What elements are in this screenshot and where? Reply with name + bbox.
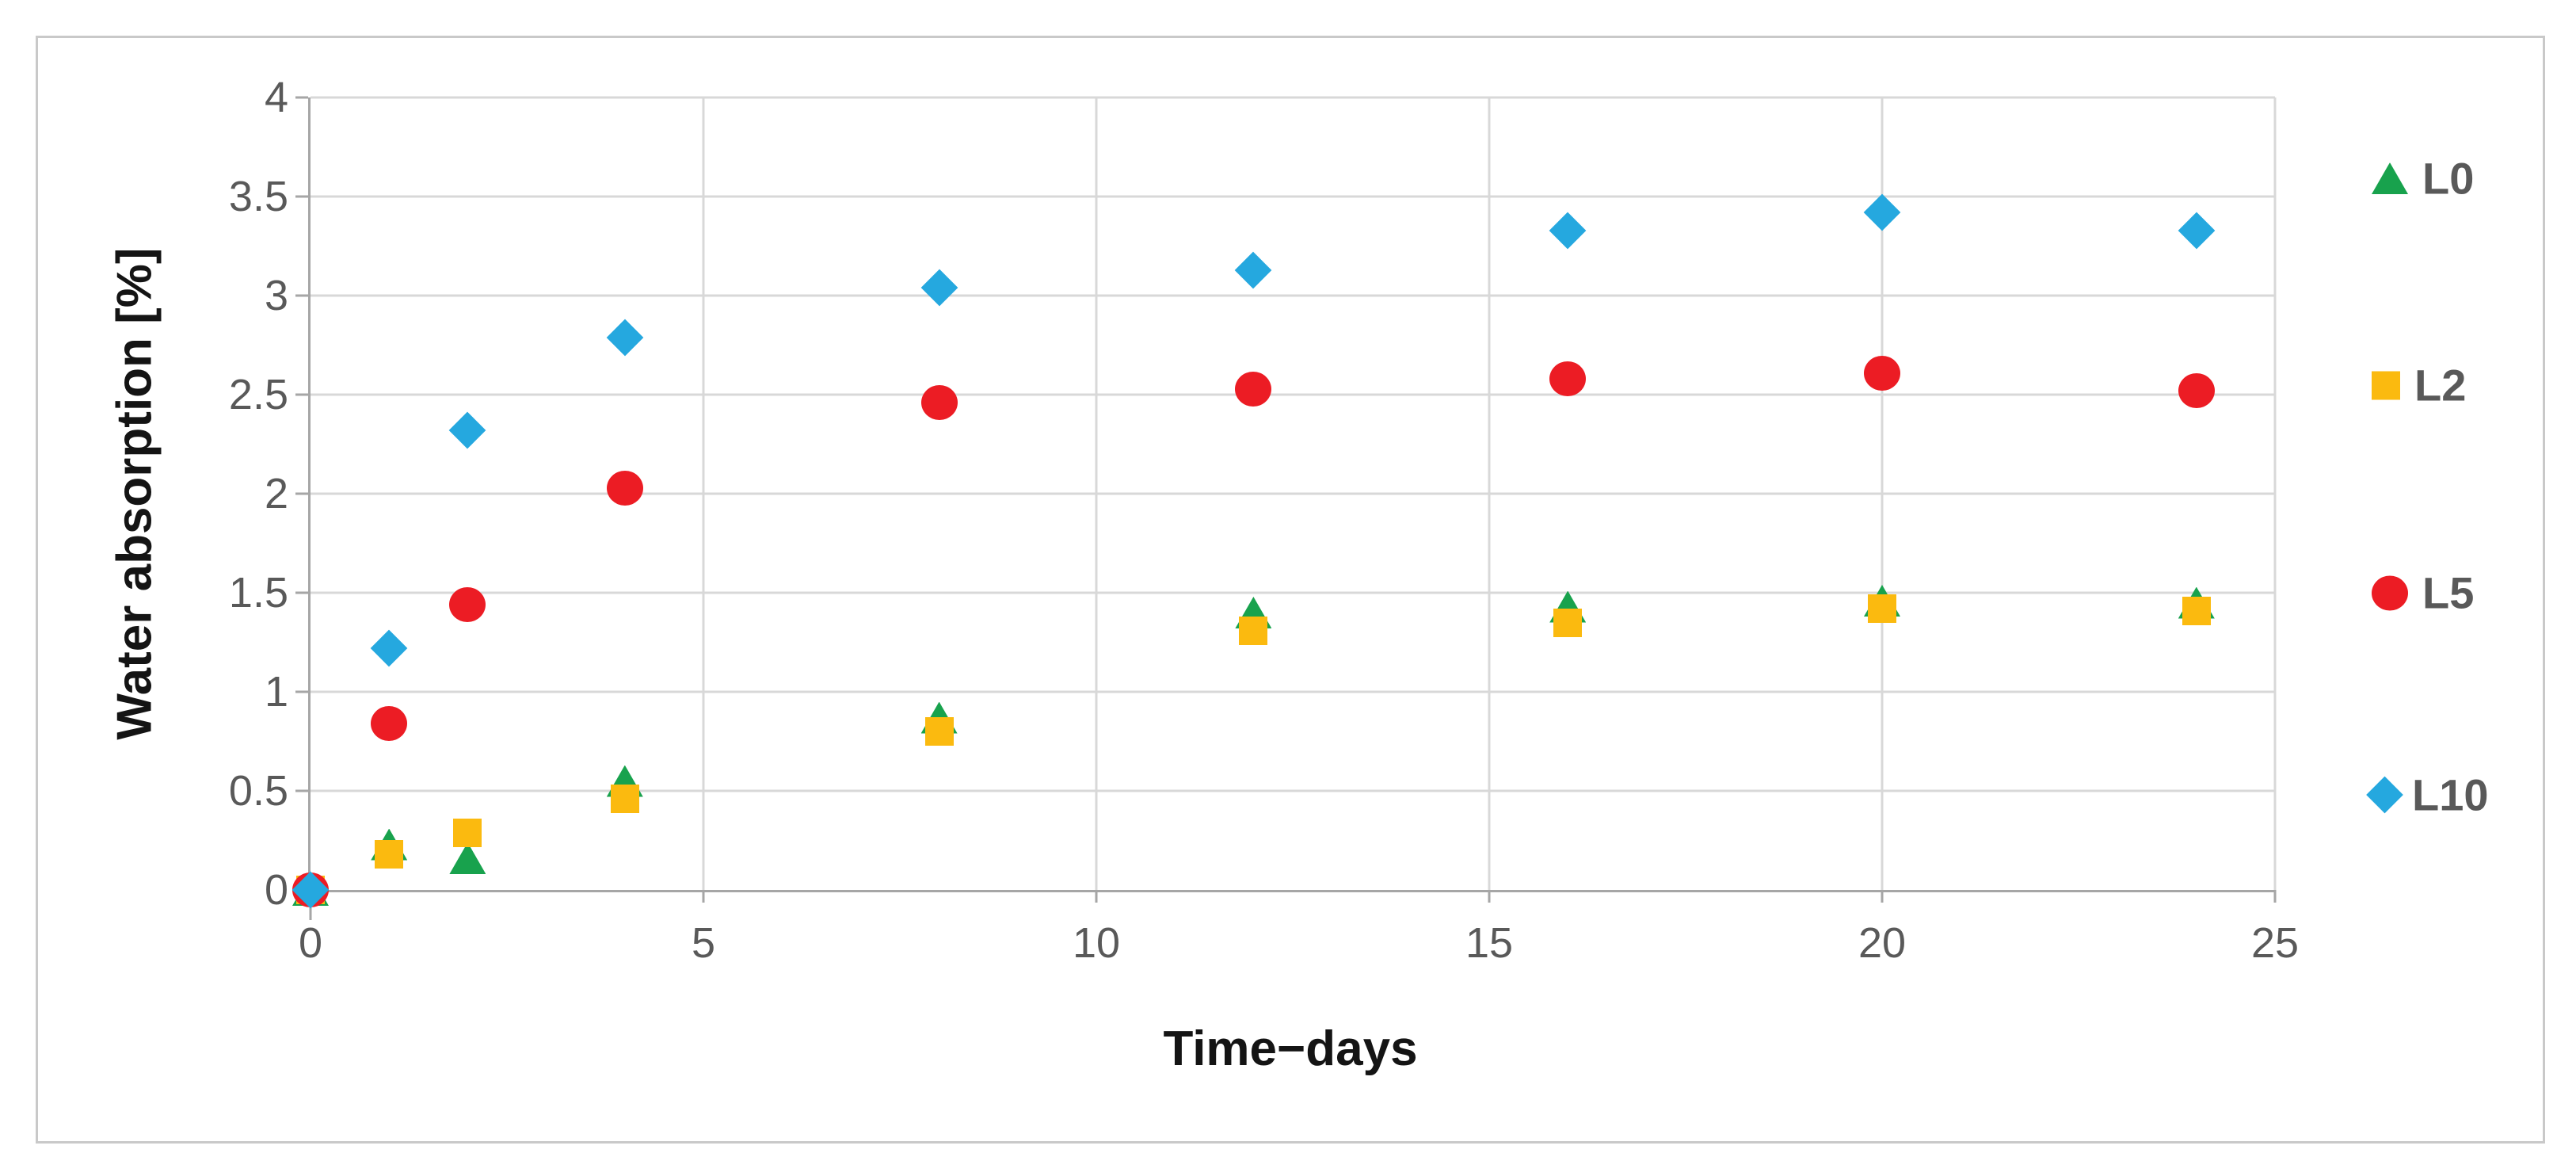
- y-axis-title: Water absorption [%]: [107, 247, 162, 740]
- y-gridline-4: [311, 96, 2275, 99]
- legend-item-L5: L5: [2372, 567, 2474, 619]
- legend-item-L2: L2: [2372, 360, 2466, 411]
- y-tick-label-1: 1: [264, 668, 288, 716]
- chart-border: [36, 36, 2545, 1144]
- x-gridline-20: [1881, 97, 1884, 890]
- x-tick-5: [702, 890, 705, 903]
- x-tick-25: [2273, 890, 2277, 903]
- x-gridline-5: [702, 97, 705, 890]
- y-tick-label-4: 4: [264, 74, 288, 121]
- point-L10-day2: [449, 411, 486, 449]
- x-axis-title: Time−days: [1163, 1021, 1418, 1076]
- x-gridline-25: [2273, 97, 2277, 890]
- point-L10-day16: [1549, 212, 1587, 249]
- legend-label-L0: L0: [2422, 153, 2475, 204]
- y-gridline-2: [311, 492, 2275, 495]
- x-tick-label-0: 0: [298, 919, 323, 967]
- point-L5-day24: [2178, 373, 2215, 408]
- legend-marker-triangle-L0: [2372, 162, 2408, 194]
- point-L10-day12: [1235, 251, 1272, 288]
- x-tick-label-10: 10: [1072, 919, 1121, 967]
- y-tick-label-0.5: 0.5: [228, 767, 288, 815]
- point-L5-day20: [1864, 355, 1900, 391]
- legend-marker-circle-L5: [2372, 575, 2408, 610]
- x-tick-label-5: 5: [691, 919, 716, 967]
- point-L5-day12: [1235, 371, 1272, 407]
- y-tick-0.5: [295, 789, 308, 792]
- x-tick-20: [1881, 890, 1884, 903]
- legend-label-L5: L5: [2422, 567, 2475, 618]
- legend-item-L0: L0: [2372, 153, 2474, 204]
- point-L10-day4: [606, 319, 644, 356]
- point-L10-day8: [920, 269, 958, 307]
- point-L5-day16: [1549, 361, 1587, 396]
- y-gridline-0.5: [311, 789, 2275, 792]
- plot-area: 0 0.5 1 1.5 2 2.5 3 3.5 4 0 5 10 15 20 25: [229, 74, 2299, 967]
- x-tick-label-15: 15: [1465, 919, 1514, 967]
- y-gridline-3.5: [311, 195, 2275, 198]
- y-tick-label-3.5: 3.5: [228, 173, 288, 220]
- point-L10-day20: [1863, 193, 1901, 231]
- y-tick-1.5: [295, 591, 308, 594]
- legend-label-L10: L10: [2412, 769, 2489, 820]
- point-L2-day8: [924, 717, 954, 746]
- y-tick-2: [295, 492, 308, 495]
- point-L10-day1: [370, 629, 408, 667]
- x-gridline-15: [1488, 97, 1491, 890]
- x-gridline-10: [1095, 97, 1098, 890]
- point-L5-day8: [920, 385, 958, 420]
- point-L2-day2: [453, 818, 482, 847]
- point-L2-day1: [375, 840, 404, 869]
- point-L2-day24: [2182, 596, 2211, 625]
- point-L5-day1: [371, 706, 408, 741]
- y-gridline-1.5: [311, 591, 2275, 594]
- legend-item-L10: L10: [2366, 769, 2489, 821]
- x-tick-10: [1095, 890, 1098, 903]
- point-L0-day2: [449, 842, 486, 874]
- x-tick-15: [1488, 890, 1491, 903]
- y-tick-4: [295, 96, 308, 99]
- point-L2-day20: [1868, 594, 1896, 623]
- y-tick-3.5: [295, 195, 308, 198]
- y-tick-2.5: [295, 393, 308, 396]
- x-tick-label-20: 20: [1858, 919, 1907, 967]
- legend-label-L2: L2: [2414, 360, 2467, 410]
- legend-marker-diamond-L10: [2366, 776, 2403, 814]
- point-L2-day16: [1553, 608, 1583, 637]
- y-gridline-2.5: [311, 393, 2275, 396]
- point-L5-day2: [449, 587, 486, 622]
- y-tick-label-1.5: 1.5: [228, 569, 288, 617]
- legend-marker-square-L2: [2372, 371, 2400, 399]
- y-tick-label-3: 3: [264, 272, 288, 319]
- point-L10-day24: [2178, 212, 2216, 249]
- y-gridline-3: [311, 294, 2275, 297]
- y-gridline-1: [311, 690, 2275, 693]
- y-tick-label-2.5: 2.5: [228, 371, 288, 418]
- y-tick-1: [295, 690, 308, 693]
- point-L5-day4: [606, 470, 643, 506]
- x-tick-label-25: 25: [2250, 919, 2300, 967]
- point-L2-day12: [1239, 616, 1268, 645]
- y-tick-label-0: 0: [264, 866, 288, 914]
- point-L2-day4: [610, 785, 639, 813]
- y-tick-label-2: 2: [264, 470, 288, 517]
- y-tick-3: [295, 294, 308, 297]
